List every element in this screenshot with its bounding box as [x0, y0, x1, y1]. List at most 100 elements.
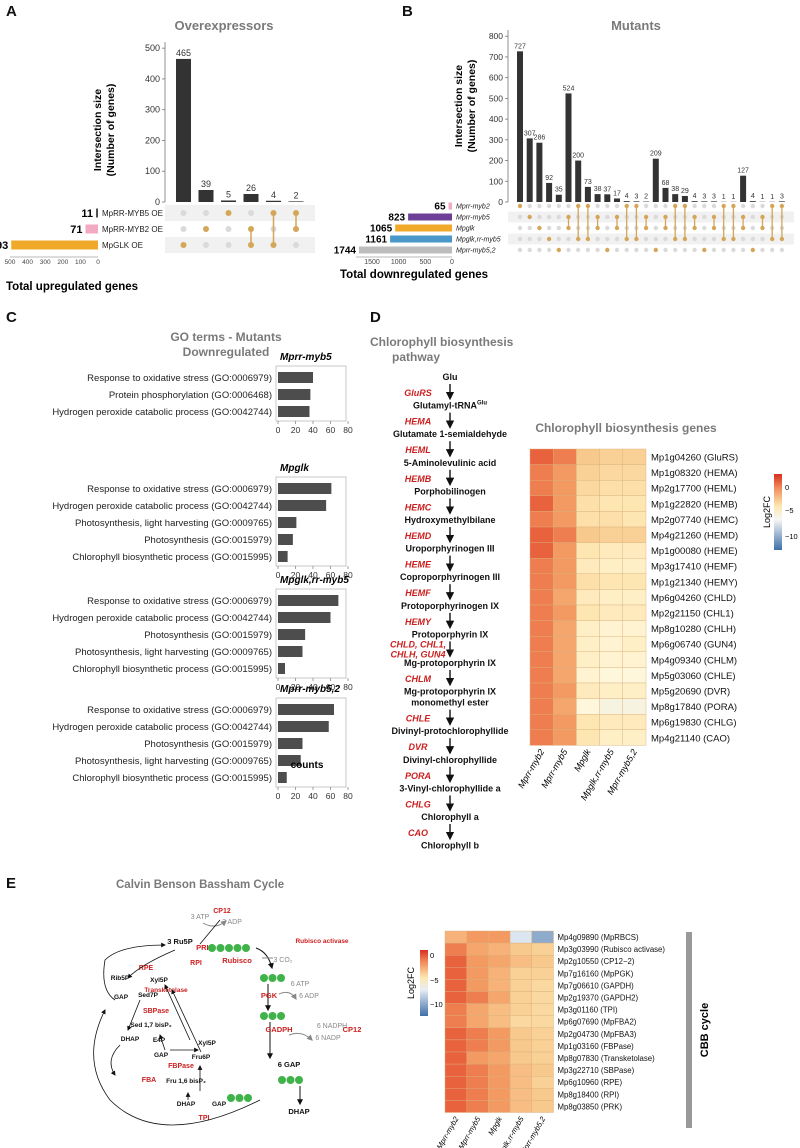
- matrix-dot: [711, 247, 717, 253]
- heatmap-cell: [529, 651, 554, 668]
- matrix-dot: [750, 236, 755, 242]
- heatmap-cell: [531, 1039, 554, 1053]
- metabolite-name: Glutamyl-tRNA: [413, 401, 478, 411]
- heatmap-row-label: Mp3g03990 (Rubisco activase): [558, 945, 666, 954]
- cbb-label-sbpase: SBPase: [143, 1008, 169, 1015]
- heatmap-cell: [444, 979, 467, 992]
- enzyme-label: PORA: [405, 771, 431, 781]
- cbb-label-dhap-a: DHAP: [121, 1036, 140, 1043]
- heatmap-cell: [599, 636, 623, 653]
- heatmap-cell: [599, 480, 623, 497]
- carbon-dot: [225, 944, 233, 952]
- metabolite-label: Divinyl-chlorophyllide: [403, 755, 497, 765]
- cbb-label-fbpase: FBPase: [168, 1063, 194, 1070]
- go-term-label: Photosynthesis, light harvesting (GO:000…: [75, 647, 272, 658]
- cbb-label-gap6: 6 GAP: [278, 1060, 301, 1069]
- matrix-dot: [566, 247, 571, 253]
- intersection-bar: [749, 201, 756, 202]
- heatmap-row-label: Mp8g10280 (CHLH): [651, 624, 736, 635]
- carbon-dot: [235, 1094, 244, 1102]
- heatmap-cell: [509, 1039, 533, 1053]
- intersection-bar: [604, 194, 611, 202]
- x-tick-label: 20: [291, 570, 301, 580]
- matrix-dot: [605, 236, 610, 242]
- cbb-label-cp12-r: CP12: [343, 1025, 362, 1034]
- cbb-arrow: [164, 984, 191, 1041]
- bar-value-label: 307: [524, 130, 536, 137]
- heatmap-row-label: Mp2g07740 (HEMC): [651, 515, 738, 526]
- heatmap-cell: [509, 955, 533, 968]
- heatmap-cell: [622, 480, 647, 497]
- set-name-label: MpRR-MYB5 OE: [102, 209, 163, 218]
- bar-value-label: 2: [293, 190, 298, 200]
- cbb-cycle-side-label: CBB cycle: [699, 1003, 711, 1057]
- heatmap-cell: [531, 991, 554, 1004]
- matrix-stripe: [508, 211, 794, 223]
- matrix-stripe: [165, 237, 315, 253]
- cbb-label-rpi: RPI: [190, 960, 202, 967]
- set-size-count: 493: [0, 240, 8, 252]
- heatmap-cell: [466, 930, 489, 944]
- bar-value-label: 92: [545, 175, 553, 182]
- heatmap-cell: [529, 636, 554, 653]
- go-term-label: Response to oxidative stress (GO:0006979…: [87, 484, 272, 495]
- enzyme-label: HEMB: [405, 474, 432, 484]
- set-axis-tick: 400: [22, 259, 33, 266]
- metabolite-label: Hydroxymethylbilane: [404, 515, 495, 525]
- heatmap-cell: [622, 667, 647, 684]
- go-group-title: Mprr-myb5: [280, 352, 332, 363]
- heatmap-cell: [509, 979, 533, 992]
- bar-value-label: 4: [751, 193, 755, 200]
- matrix-dot: [624, 247, 629, 253]
- matrix-dot: [760, 203, 765, 209]
- panel-d-legend-title: Log2FC: [762, 495, 772, 528]
- enzyme-label: DVR: [408, 742, 428, 752]
- matrix-dot: [750, 203, 755, 209]
- y-tick-label: 500: [489, 93, 503, 103]
- enzyme-label: CHLM: [405, 674, 431, 684]
- x-tick-label: 80: [343, 682, 353, 692]
- carbon-dot: [277, 974, 285, 982]
- cbb-heatmap: Mp4g09890 (MpRBCS) Mp3g03990 (Rubisco act…: [435, 930, 666, 1148]
- carbon-dot: [260, 1012, 268, 1020]
- matrix-dot: [779, 247, 785, 253]
- metabolite-name: Mg-protoporphyrin IX: [404, 658, 496, 668]
- heatmap-cell: [553, 495, 577, 512]
- metabolite-label: Glutamate 1-semialdehyde: [393, 429, 507, 439]
- heatmap-cell: [529, 511, 554, 528]
- matrix-dot: [595, 236, 600, 242]
- cbb-label-e4p: E4P: [153, 1037, 166, 1044]
- matrix-dot: [527, 214, 532, 220]
- intersection-bar: [711, 201, 717, 202]
- panel-b-ylabel-2: (Number of genes): [466, 60, 478, 153]
- heatmap-cell: [444, 942, 467, 956]
- matrix-stripe: [508, 233, 794, 245]
- bar-value-label: 3: [702, 193, 706, 200]
- go-term-label: Chlorophyll biosynthetic process (GO:001…: [72, 552, 272, 563]
- heatmap-cell: [553, 573, 577, 590]
- carbon-dot: [227, 1094, 235, 1102]
- go-term-label: Protein phosphorylation (GO:0006468): [109, 390, 272, 401]
- heatmap-cell: [576, 714, 600, 731]
- heatmap-cell: [599, 573, 623, 590]
- enzyme-label: HEMD: [405, 531, 432, 541]
- panel-a-ylabel-2: (Number of genes): [105, 84, 117, 177]
- heatmap-cell: [466, 1063, 489, 1077]
- matrix-dot: [546, 225, 552, 231]
- matrix-dot: [556, 214, 561, 220]
- matrix-dot: [203, 210, 209, 216]
- panel-b-y-ticks: 0 100 200 300 400 500 600 700 800: [489, 31, 508, 207]
- heatmap-row-label: Mp6g07690 (MpFBA2): [558, 1018, 637, 1027]
- panel-c-xlabel: counts: [291, 760, 324, 771]
- cbb-label-atp3: 3 ATP: [191, 914, 210, 921]
- set-name-label: Mpglk: [456, 226, 475, 233]
- intersection-bar: [623, 201, 630, 202]
- carbon-dot: [295, 1076, 303, 1084]
- set-name-label: MpGLK OE: [102, 241, 143, 250]
- metabolite-label: Porphobilinogen: [414, 486, 486, 496]
- heatmap-cell: [488, 1039, 511, 1053]
- x-tick-label: 80: [343, 570, 353, 580]
- go-bar: [278, 646, 303, 657]
- heatmap-row-label: Mp8g07830 (Transketolase): [558, 1054, 656, 1063]
